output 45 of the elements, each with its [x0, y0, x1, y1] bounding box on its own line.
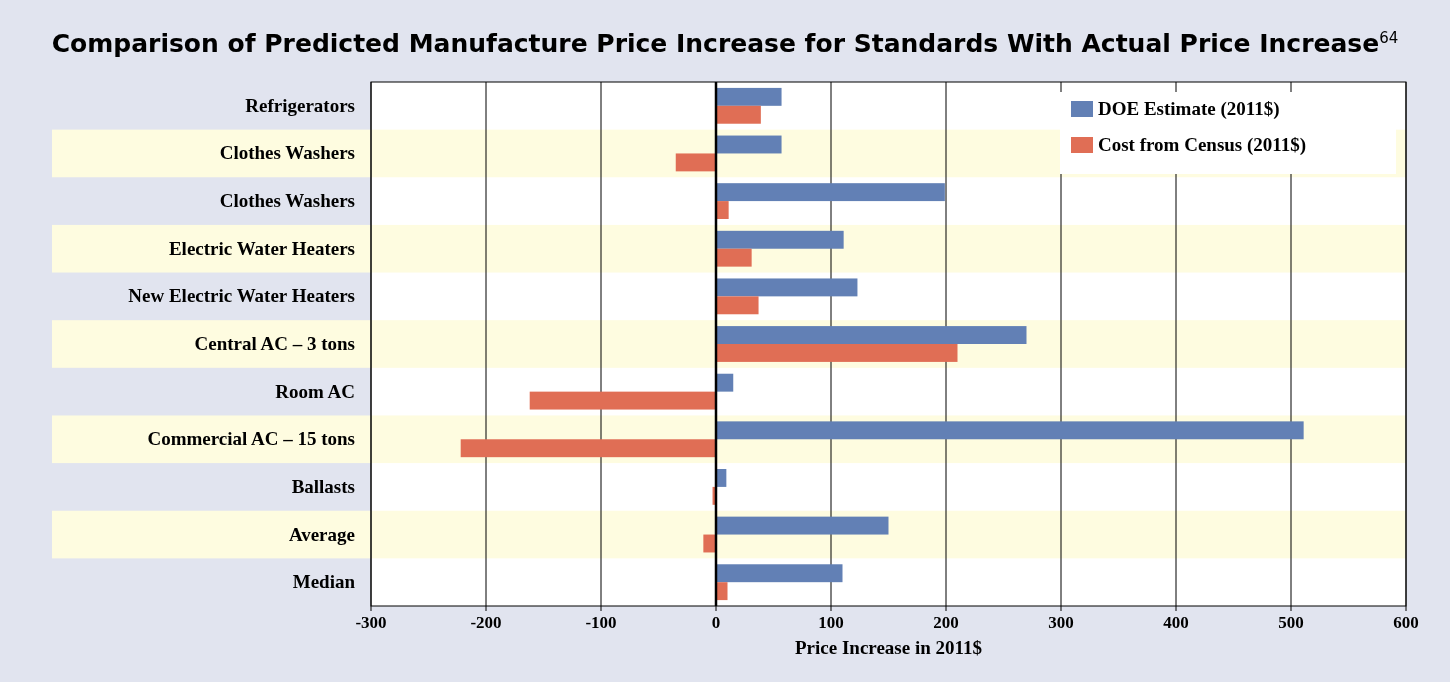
bar	[529, 391, 716, 410]
bar	[716, 201, 729, 219]
bar	[716, 87, 782, 106]
bar	[716, 421, 1304, 440]
x-tick-label: 0	[711, 613, 721, 632]
y-tick-label: New Electric Water Heaters	[128, 285, 355, 307]
bar	[716, 344, 958, 362]
x-tick-label: 500	[1278, 613, 1304, 632]
bar	[716, 564, 843, 583]
y-tick-label: Room AC	[275, 380, 355, 402]
x-tick-label: 300	[1048, 613, 1074, 632]
y-tick-label: Commercial AC – 15 tons	[147, 428, 355, 450]
bar	[716, 248, 752, 267]
y-tick-label: Refrigerators	[245, 94, 355, 116]
x-tick-label: 600	[1393, 613, 1419, 632]
y-tick-label: Ballasts	[291, 475, 355, 497]
x-tick-label: 200	[933, 613, 959, 632]
bar	[716, 105, 761, 124]
bar	[716, 326, 1027, 344]
chart-title: Comparison of Predicted Manufacture Price Increase for Standards With Actual Price Increase$^{64}$	[51, 29, 1399, 58]
bar	[716, 230, 844, 249]
y-tick-label: Clothes Washers	[219, 190, 355, 212]
y-tick-label: Clothes Washers	[219, 142, 355, 164]
x-axis-title: Price Increase in 2011$	[795, 637, 982, 658]
bar	[716, 516, 889, 535]
x-tick-label: -100	[585, 613, 617, 632]
bar	[716, 373, 734, 392]
bar	[716, 278, 858, 297]
bar	[703, 534, 716, 553]
x-tick-label: 400	[1163, 613, 1189, 632]
bar	[460, 439, 716, 458]
bar	[675, 153, 716, 172]
legend-label: DOE Estimate (2011$)	[1098, 98, 1280, 120]
bar	[716, 135, 782, 154]
bar	[716, 582, 728, 601]
bar	[716, 296, 759, 315]
y-tick-label: Average	[288, 523, 355, 545]
bar	[716, 183, 945, 202]
legend-label: Cost from Census (2011$)	[1098, 134, 1307, 156]
y-tick-label: Median	[292, 571, 356, 593]
y-tick-label: Electric Water Heaters	[168, 237, 355, 259]
x-tick-label: -300	[355, 613, 387, 632]
x-tick-label: -200	[470, 613, 502, 632]
x-tick-label: 100	[818, 613, 844, 632]
y-tick-label: Central AC – 3 tons	[194, 333, 355, 354]
